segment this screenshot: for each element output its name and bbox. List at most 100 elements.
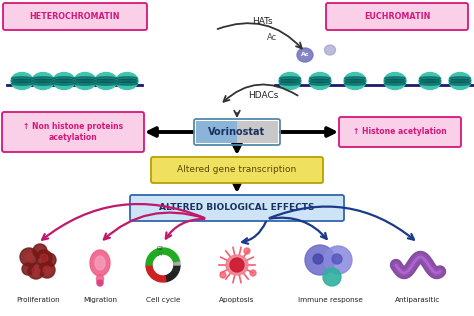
Text: ↑ Non histone proteins
acetylation: ↑ Non histone proteins acetylation [23, 122, 123, 143]
Ellipse shape [344, 72, 366, 89]
Ellipse shape [95, 72, 117, 89]
FancyBboxPatch shape [2, 112, 144, 152]
Ellipse shape [449, 82, 471, 85]
Text: Vorinostat: Vorinostat [209, 127, 265, 137]
FancyBboxPatch shape [237, 121, 278, 143]
Ellipse shape [310, 79, 330, 83]
Ellipse shape [309, 72, 331, 89]
Text: ALTERED BIOLOGICAL EFFECTS: ALTERED BIOLOGICAL EFFECTS [159, 204, 315, 212]
Ellipse shape [345, 82, 365, 85]
Text: Proliferation: Proliferation [16, 297, 60, 303]
Text: G2: G2 [156, 246, 164, 252]
Ellipse shape [74, 82, 95, 85]
Circle shape [42, 253, 56, 267]
Ellipse shape [449, 79, 471, 83]
Circle shape [97, 280, 103, 286]
Wedge shape [146, 248, 180, 265]
Circle shape [230, 258, 244, 272]
Circle shape [323, 268, 341, 286]
Ellipse shape [96, 82, 117, 85]
Circle shape [43, 266, 51, 274]
Wedge shape [146, 265, 166, 282]
Text: ↑ Histone acetylation: ↑ Histone acetylation [353, 127, 447, 137]
Circle shape [32, 267, 40, 275]
Text: EUCHROMATIN: EUCHROMATIN [364, 12, 430, 21]
Circle shape [332, 254, 342, 264]
Circle shape [305, 245, 335, 275]
Ellipse shape [32, 72, 54, 89]
Ellipse shape [116, 72, 138, 89]
Text: Immune response: Immune response [298, 297, 363, 303]
FancyBboxPatch shape [130, 195, 344, 221]
FancyBboxPatch shape [151, 157, 323, 183]
Ellipse shape [117, 77, 137, 80]
Ellipse shape [53, 72, 75, 89]
Ellipse shape [384, 82, 405, 85]
Ellipse shape [384, 77, 405, 80]
Circle shape [36, 250, 52, 266]
Wedge shape [165, 265, 180, 282]
Text: Ac: Ac [267, 33, 277, 41]
Ellipse shape [97, 275, 103, 283]
Ellipse shape [310, 77, 330, 80]
Ellipse shape [280, 82, 301, 85]
Ellipse shape [54, 77, 74, 80]
FancyBboxPatch shape [326, 3, 468, 30]
Circle shape [28, 263, 44, 279]
Text: G1: G1 [173, 268, 180, 272]
Ellipse shape [74, 72, 96, 89]
Text: Migration: Migration [83, 297, 117, 303]
Ellipse shape [54, 82, 74, 85]
Ellipse shape [33, 77, 54, 80]
Ellipse shape [325, 45, 336, 55]
Text: HDACs: HDACs [248, 92, 278, 100]
Ellipse shape [419, 77, 440, 80]
Text: Antiparasitic: Antiparasitic [395, 297, 441, 303]
Ellipse shape [310, 82, 330, 85]
Ellipse shape [226, 255, 248, 275]
Wedge shape [174, 262, 180, 265]
Ellipse shape [449, 77, 471, 80]
Circle shape [244, 248, 250, 254]
Ellipse shape [74, 77, 95, 80]
Ellipse shape [297, 48, 313, 62]
FancyBboxPatch shape [3, 3, 147, 30]
Text: Altered gene transcription: Altered gene transcription [177, 166, 297, 174]
Ellipse shape [11, 79, 32, 83]
Circle shape [20, 248, 38, 266]
Ellipse shape [117, 82, 137, 85]
Text: Apoptosis: Apoptosis [219, 297, 255, 303]
Circle shape [39, 262, 55, 278]
Ellipse shape [96, 79, 117, 83]
Ellipse shape [33, 79, 54, 83]
Circle shape [33, 244, 47, 258]
Text: M: M [158, 252, 162, 258]
Ellipse shape [384, 79, 405, 83]
Ellipse shape [345, 79, 365, 83]
Circle shape [313, 254, 323, 264]
Ellipse shape [279, 72, 301, 89]
Circle shape [324, 246, 352, 274]
Circle shape [25, 253, 33, 261]
Ellipse shape [96, 77, 117, 80]
FancyBboxPatch shape [196, 121, 237, 143]
Circle shape [40, 254, 48, 262]
FancyBboxPatch shape [339, 117, 461, 147]
Circle shape [220, 272, 226, 278]
Ellipse shape [345, 77, 365, 80]
Text: HATs: HATs [252, 17, 272, 27]
Text: Cell cycle: Cell cycle [146, 297, 180, 303]
Ellipse shape [54, 79, 74, 83]
Ellipse shape [419, 72, 441, 89]
Ellipse shape [90, 250, 110, 276]
Ellipse shape [33, 82, 54, 85]
Ellipse shape [280, 77, 301, 80]
Ellipse shape [117, 79, 137, 83]
Circle shape [22, 263, 34, 275]
Ellipse shape [449, 72, 471, 89]
Ellipse shape [419, 79, 440, 83]
Ellipse shape [419, 82, 440, 85]
Circle shape [250, 270, 256, 276]
Ellipse shape [280, 79, 301, 83]
Ellipse shape [11, 82, 32, 85]
